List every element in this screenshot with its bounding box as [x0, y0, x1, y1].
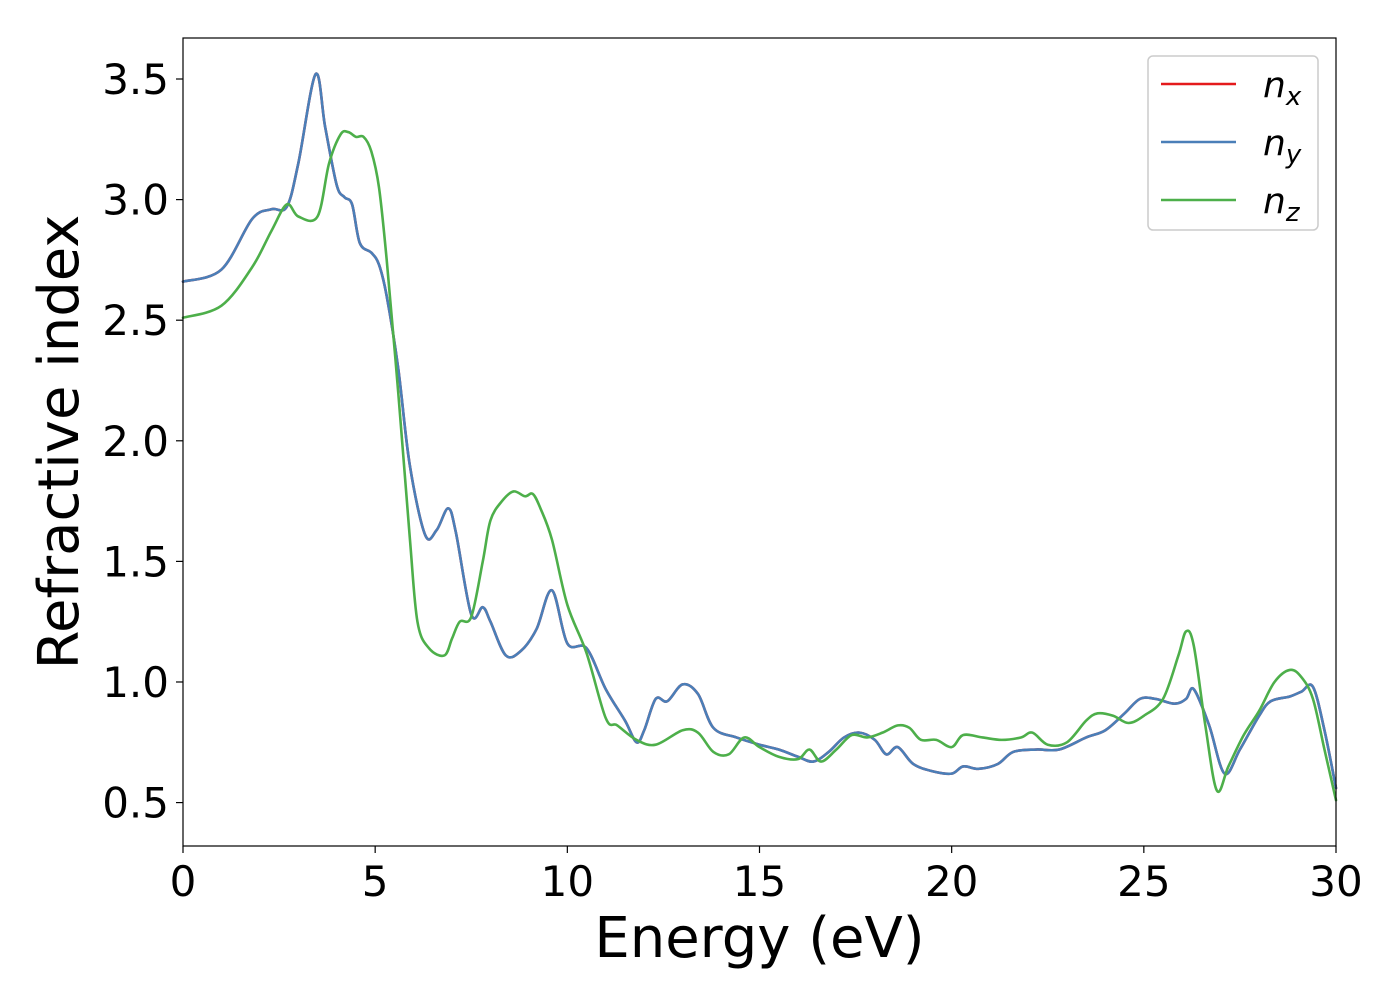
y-tick-label: 3.0 — [102, 176, 169, 225]
x-tick-label: 20 — [925, 857, 978, 906]
legend: nx ny nz — [1147, 55, 1319, 231]
x-tick-label: 15 — [733, 857, 786, 906]
legend-label-nz: nz — [1263, 181, 1301, 228]
series-line-ny — [181, 72, 1338, 790]
y-axis-ticks: 0.5 1.0 1.5 2.0 2.5 3.0 3.5 — [102, 55, 183, 828]
x-axis-label: Energy (eV) — [594, 906, 924, 971]
legend-label-nx: nx — [1263, 65, 1302, 112]
series-layer — [181, 72, 1338, 802]
y-tick-label: 2.0 — [102, 417, 169, 466]
x-tick-label: 25 — [1117, 857, 1170, 906]
x-tick-label: 5 — [362, 857, 389, 906]
x-tick-label: 0 — [170, 857, 197, 906]
x-tick-label: 10 — [541, 857, 594, 906]
y-tick-label: 1.0 — [102, 658, 169, 707]
y-tick-label: 1.5 — [102, 537, 169, 586]
series-line-nz — [181, 129, 1338, 802]
x-tick-label: 30 — [1309, 857, 1362, 906]
y-tick-label: 3.5 — [102, 55, 169, 104]
x-axis-ticks: 0 5 10 15 20 25 30 — [170, 846, 1363, 906]
legend-label-ny: ny — [1263, 123, 1302, 170]
y-axis-label: Refractive index — [27, 215, 92, 670]
y-tick-label: 0.5 — [102, 779, 169, 828]
y-tick-label: 2.5 — [102, 296, 169, 345]
